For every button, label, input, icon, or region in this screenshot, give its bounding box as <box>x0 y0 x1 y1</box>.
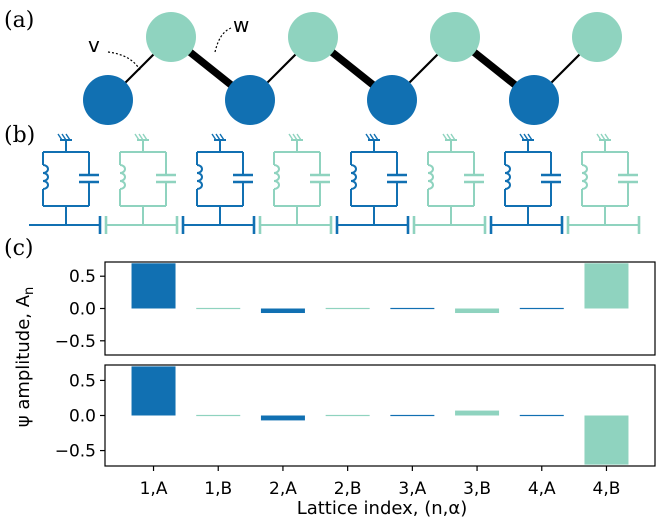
bar <box>455 410 500 416</box>
site-2b <box>288 12 338 62</box>
bar <box>325 307 370 310</box>
ground-hatch <box>604 133 610 141</box>
bar <box>260 415 305 421</box>
panel-label-b: (b) <box>4 123 35 148</box>
inductor-icon <box>427 164 434 190</box>
ssh-chain-diagram <box>83 12 622 125</box>
lc-resonator <box>181 133 256 234</box>
site-2a <box>225 75 275 125</box>
inductor-icon <box>273 164 280 190</box>
ground-hatch <box>596 133 602 141</box>
lc-resonator <box>412 133 487 234</box>
amplitude-bar-charts: 0.5 0.0 −0.5 0.5 0.0 −0.5 1,A 1,B 2,A 2,B 3,A 3,B 4,… <box>55 261 656 499</box>
ground-hatch <box>292 133 298 141</box>
inductor-icon <box>119 164 126 190</box>
lc-resonator <box>335 133 410 234</box>
lc-resonator <box>566 133 641 234</box>
ground-hatch <box>296 133 302 141</box>
w-pointer <box>214 27 232 53</box>
panel-label-c: (c) <box>4 236 34 261</box>
bar <box>455 308 500 314</box>
lc-resonator <box>258 133 333 234</box>
ground-hatch <box>523 133 529 141</box>
inductor-icon <box>196 164 203 190</box>
site-1a <box>83 75 133 125</box>
ground-hatch <box>61 133 67 141</box>
ground-hatch <box>211 133 217 141</box>
panel-label-a: (a) <box>4 8 34 33</box>
y-tick-label: 0.5 <box>69 371 96 391</box>
ground-hatch <box>600 133 606 141</box>
x-tick-label: 4,A <box>528 479 556 499</box>
bar <box>196 307 241 310</box>
y-tick-label: −0.5 <box>55 332 96 352</box>
site-4b <box>572 12 622 62</box>
inter-cell-hopping-label: w <box>233 13 249 37</box>
ground-hatch <box>215 133 221 141</box>
ground-hatch <box>219 133 225 141</box>
ground-hatch <box>446 133 452 141</box>
site-3a <box>367 75 417 125</box>
bar <box>390 414 435 417</box>
bar <box>131 366 176 416</box>
x-axis-label: Lattice index, (n,α) <box>297 498 468 519</box>
ground-hatch <box>442 133 448 141</box>
inductor-icon <box>42 164 49 190</box>
intra-cell-hopping-label: v <box>88 33 100 57</box>
x-tick-label: 1,A <box>140 479 168 499</box>
y-tick-label: 0.5 <box>69 267 96 287</box>
x-tick-label: 2,B <box>334 479 362 499</box>
bar <box>519 307 564 310</box>
ground-hatch <box>57 133 63 141</box>
lc-circuit-diagram <box>29 133 641 234</box>
lc-resonator <box>104 133 179 234</box>
bar <box>584 263 629 309</box>
bar <box>260 308 305 314</box>
y-axis-label-subscript: n <box>22 287 37 295</box>
site-4a <box>509 75 559 125</box>
axes-frame <box>104 261 656 356</box>
ground-hatch <box>142 133 148 141</box>
site-1b <box>146 12 196 62</box>
axes-frame <box>104 364 656 467</box>
bar <box>390 307 435 310</box>
ground-hatch <box>134 133 140 141</box>
y-axis-label: ψ amplitude, An <box>13 287 37 428</box>
ground-hatch <box>527 133 533 141</box>
bar <box>519 414 564 417</box>
ground-hatch <box>369 133 375 141</box>
bar <box>325 414 370 417</box>
lc-resonator <box>29 133 102 234</box>
site-3b <box>430 12 480 62</box>
x-tick-label: 3,B <box>463 479 491 499</box>
ground-hatch <box>519 133 525 141</box>
bar <box>131 263 176 309</box>
inductor-icon <box>581 164 588 190</box>
y-tick-label: 0.0 <box>69 300 96 320</box>
x-tick-label: 3,A <box>398 479 426 499</box>
v-pointer <box>107 51 141 71</box>
x-tick-label: 2,A <box>269 479 297 499</box>
y-tick-label: 0.0 <box>69 407 96 427</box>
ground-hatch <box>65 133 71 141</box>
x-tick-label: 1,B <box>204 479 232 499</box>
lc-resonator <box>489 133 564 234</box>
x-tick-label: 4,B <box>593 479 621 499</box>
inductor-icon <box>350 164 357 190</box>
ground-hatch <box>138 133 144 141</box>
ground-hatch <box>288 133 294 141</box>
bar <box>584 415 629 465</box>
inductor-icon <box>504 164 511 190</box>
ground-hatch <box>450 133 456 141</box>
bar <box>196 414 241 417</box>
y-tick-label: −0.5 <box>55 442 96 462</box>
ground-hatch <box>365 133 371 141</box>
ground-hatch <box>373 133 379 141</box>
